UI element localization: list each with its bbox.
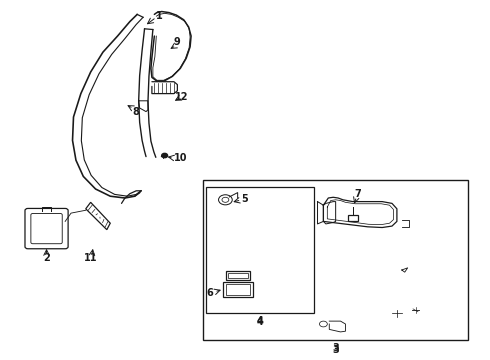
Text: 12: 12 [174, 92, 188, 102]
Text: 10: 10 [173, 153, 187, 163]
Bar [226, 284, 250, 295]
Bar [348, 215, 358, 221]
FancyBboxPatch shape [25, 208, 68, 249]
Text: 3: 3 [332, 343, 339, 354]
Circle shape [162, 153, 168, 158]
Bar [203, 180, 468, 340]
Text: 9: 9 [173, 37, 180, 48]
Bar [223, 282, 253, 297]
FancyBboxPatch shape [31, 213, 62, 244]
Text: 4: 4 [256, 317, 263, 327]
Text: 4: 4 [256, 316, 263, 327]
Bar [228, 273, 248, 278]
Text: 1: 1 [156, 11, 163, 21]
Text: 3: 3 [332, 345, 339, 355]
Bar [226, 271, 250, 280]
Text: 5: 5 [242, 194, 248, 204]
Bar [206, 187, 314, 313]
Text: 8: 8 [133, 107, 140, 117]
Text: 6: 6 [206, 288, 213, 298]
Text: 11: 11 [84, 253, 98, 264]
Text: 7: 7 [354, 189, 361, 199]
Text: 2: 2 [43, 253, 50, 264]
